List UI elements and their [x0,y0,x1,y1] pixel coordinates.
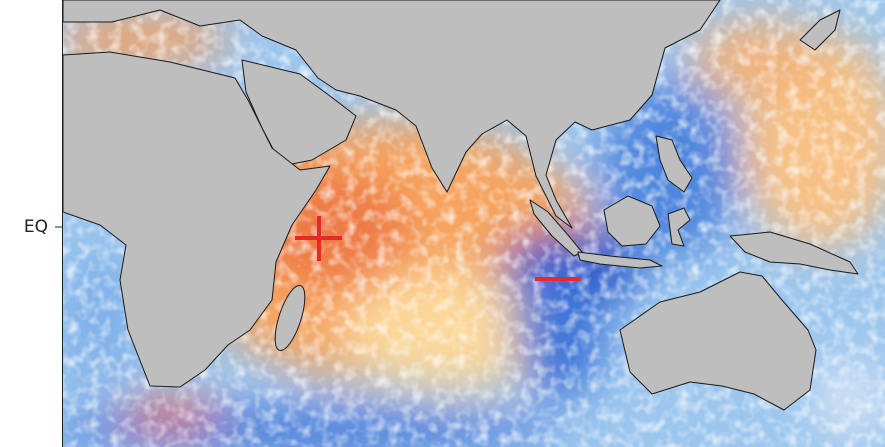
eurasia [63,0,721,229]
anomaly-symbols [295,216,581,281]
borneo [603,195,661,247]
y-tick-label: EQ [24,217,48,237]
sulawesi [667,207,691,247]
map-area [63,0,885,447]
new-guinea [729,231,859,275]
arabia [241,59,357,167]
africa [63,51,331,388]
japan [799,9,841,51]
madagascar [274,284,306,352]
philippines [655,135,693,193]
australia [619,271,817,411]
java [577,251,663,269]
